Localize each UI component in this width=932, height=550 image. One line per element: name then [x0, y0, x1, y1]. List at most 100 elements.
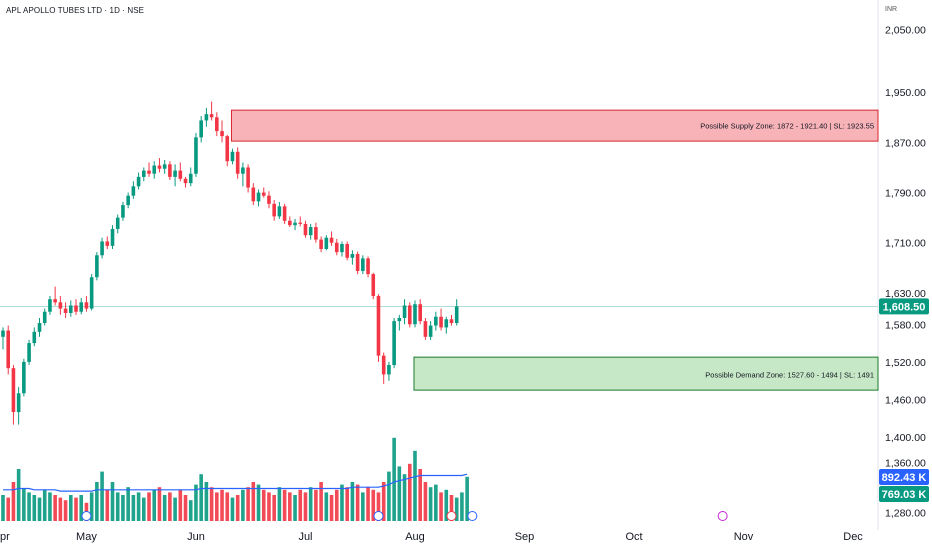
candle-body[interactable] — [68, 305, 73, 313]
candle-body[interactable] — [157, 165, 162, 169]
candle-body[interactable] — [267, 195, 271, 204]
candle-body[interactable] — [366, 258, 370, 275]
candle-body[interactable] — [345, 243, 349, 258]
flag-icon[interactable] — [446, 511, 457, 521]
candle-body[interactable] — [168, 164, 172, 177]
candle-body[interactable] — [314, 227, 318, 240]
candle-body[interactable] — [392, 321, 396, 366]
candle-body[interactable] — [350, 254, 355, 258]
candle-body[interactable] — [230, 151, 235, 162]
candle-body[interactable] — [110, 228, 115, 246]
candle-body[interactable] — [355, 254, 360, 271]
candle-body[interactable] — [84, 302, 89, 309]
candle-body[interactable] — [397, 318, 402, 322]
candle-body[interactable] — [235, 151, 240, 174]
candle-body[interactable] — [256, 192, 261, 202]
candle-body[interactable] — [89, 277, 94, 309]
candle-body[interactable] — [100, 241, 104, 256]
candle-body[interactable] — [188, 173, 193, 184]
candle-body[interactable] — [361, 258, 365, 271]
candle-body[interactable] — [308, 227, 313, 236]
volume-bar — [277, 487, 282, 521]
candle-body[interactable] — [6, 330, 11, 369]
dividend-icon[interactable] — [81, 511, 92, 521]
volume-bar — [407, 463, 412, 521]
candle-body[interactable] — [402, 305, 407, 318]
candle-body[interactable] — [319, 239, 323, 250]
candle-body[interactable] — [178, 170, 183, 179]
candle-body[interactable] — [53, 299, 57, 303]
candle-body[interactable] — [11, 368, 16, 413]
time-axis-tick: Jun — [187, 531, 205, 543]
candle-body[interactable] — [418, 304, 422, 322]
candle-body[interactable] — [131, 186, 136, 196]
candle-body[interactable] — [277, 206, 282, 217]
candle-body[interactable] — [387, 365, 391, 375]
candle-body[interactable] — [334, 242, 339, 253]
candle-body[interactable] — [428, 325, 433, 337]
info-icon[interactable] — [467, 511, 478, 521]
candle-body[interactable] — [204, 114, 209, 121]
candle-body[interactable] — [282, 206, 287, 221]
candle-body[interactable] — [376, 296, 381, 356]
candle-body[interactable] — [147, 170, 151, 174]
candle-body[interactable] — [413, 304, 417, 325]
candle-body[interactable] — [16, 393, 21, 413]
candle-body[interactable] — [423, 321, 428, 337]
candle-body[interactable] — [298, 222, 303, 224]
candle-body[interactable] — [74, 305, 78, 312]
event-icon[interactable] — [717, 511, 728, 521]
candle-body[interactable] — [261, 192, 266, 196]
candle-body[interactable] — [32, 331, 37, 344]
candle-body[interactable] — [215, 117, 219, 132]
candle-body[interactable] — [371, 274, 376, 297]
candle-body[interactable] — [121, 205, 125, 218]
candle-body[interactable] — [22, 361, 26, 394]
candle-body[interactable] — [142, 170, 146, 177]
candle-body[interactable] — [329, 237, 334, 243]
candle-body[interactable] — [58, 302, 63, 309]
candle-body[interactable] — [220, 131, 224, 137]
candle-body[interactable] — [115, 217, 120, 229]
candle-body[interactable] — [449, 319, 454, 324]
candle-body[interactable] — [324, 237, 329, 250]
candle-body[interactable] — [303, 223, 308, 236]
candle-body[interactable] — [272, 203, 276, 217]
candle-body[interactable] — [209, 114, 214, 118]
volume-bar — [381, 482, 386, 521]
candle-body[interactable] — [381, 355, 386, 375]
candle-body[interactable] — [37, 323, 42, 332]
candle-body[interactable] — [199, 120, 203, 138]
candle-body[interactable] — [407, 305, 412, 325]
candle-body[interactable] — [63, 308, 68, 313]
candle-body[interactable] — [79, 302, 84, 312]
candle-body[interactable] — [42, 311, 47, 324]
candle-body[interactable] — [95, 255, 99, 278]
demand-zone[interactable] — [413, 356, 879, 391]
candle-body[interactable] — [241, 167, 245, 174]
candle-body[interactable] — [173, 170, 177, 177]
candle-body[interactable] — [1, 330, 5, 337]
earnings-icon[interactable] — [373, 511, 384, 521]
candle-body[interactable] — [288, 220, 292, 226]
candle-body[interactable] — [27, 343, 31, 362]
candle-body[interactable] — [183, 178, 188, 184]
candle-body[interactable] — [251, 187, 256, 202]
candle-body[interactable] — [444, 319, 449, 328]
candle-body[interactable] — [162, 164, 167, 169]
candle-body[interactable] — [340, 243, 344, 253]
candle-body[interactable] — [194, 137, 198, 174]
candle-body[interactable] — [126, 195, 130, 206]
candle-body[interactable] — [246, 167, 250, 188]
candle-body[interactable] — [225, 136, 230, 162]
supply-zone[interactable] — [230, 109, 879, 142]
candle-body[interactable] — [136, 176, 141, 187]
candle-body[interactable] — [434, 316, 438, 326]
candle-body[interactable] — [48, 299, 52, 312]
candle-body[interactable] — [293, 222, 297, 226]
candle-body[interactable] — [105, 241, 110, 246]
candle-body[interactable] — [454, 306, 459, 324]
candle-body[interactable] — [439, 316, 443, 328]
candle-body[interactable] — [152, 165, 157, 174]
